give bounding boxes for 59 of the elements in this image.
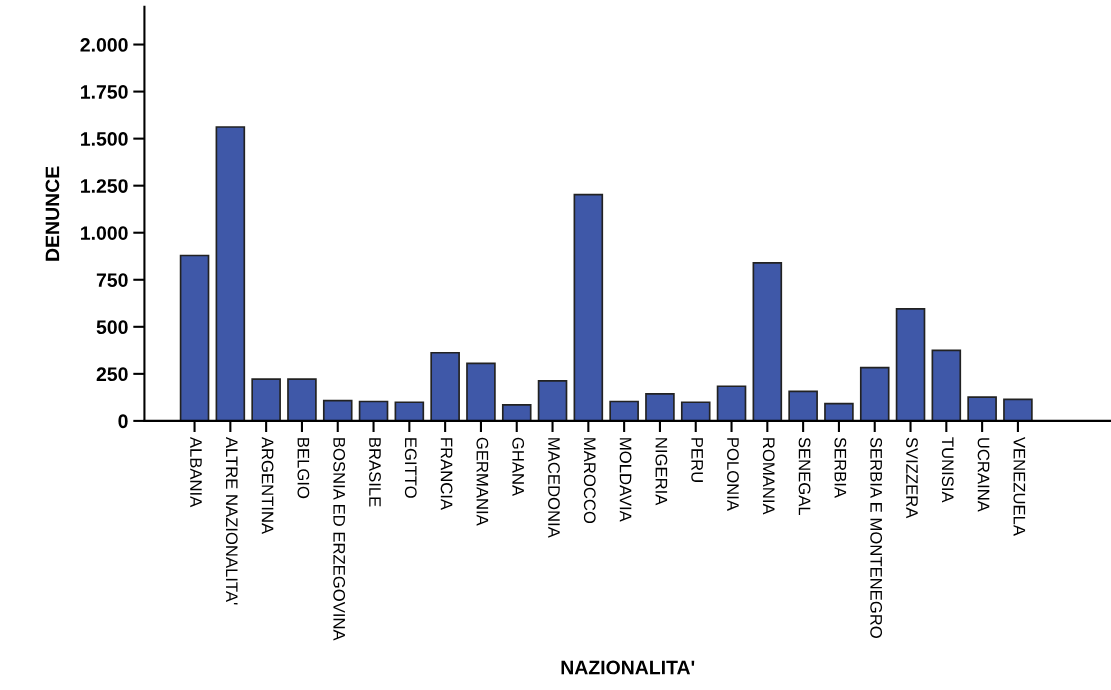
x-tick-label: MOLDAVIA xyxy=(619,438,632,522)
bar xyxy=(251,378,281,421)
y-axis-title: DENUNCE xyxy=(45,166,60,261)
x-tick-label: VENEZUELA xyxy=(1013,436,1026,536)
x-tick-label: NIGERIA xyxy=(655,438,668,506)
bar xyxy=(215,126,246,421)
x-tick-label: TUNISIA xyxy=(941,437,954,503)
x-tick-label: ALBANIA xyxy=(190,436,202,508)
y-tick-label: 1.250 xyxy=(81,179,128,193)
x-tick-label: SVIZZERA xyxy=(906,437,918,519)
y-tick-label: 1.500 xyxy=(81,132,128,146)
bar xyxy=(501,404,532,421)
y-tick-label: 500 xyxy=(96,320,128,335)
x-tick-label: MACEDONIA xyxy=(548,438,560,538)
bar xyxy=(573,193,604,421)
x-tick-label: ROMANIA xyxy=(762,438,775,515)
x-tick-label: ALTRE NAZIONALITA' xyxy=(225,436,238,605)
bar xyxy=(859,366,890,421)
x-tick-label: BELGIO xyxy=(297,438,310,499)
bar xyxy=(895,308,926,421)
bar xyxy=(931,349,962,421)
bar xyxy=(430,351,460,421)
y-tick-label: 250 xyxy=(96,367,128,382)
bar xyxy=(179,254,210,421)
bar xyxy=(466,362,496,421)
bar xyxy=(1003,398,1033,421)
x-tick-label: GERMANIA xyxy=(476,437,489,526)
y-tick-label: 750 xyxy=(96,273,128,287)
y-tick-label: 1.000 xyxy=(81,226,128,240)
x-tick-label: BRASILE xyxy=(369,438,381,507)
y-tick-label: 1.750 xyxy=(81,85,128,99)
x-tick-label: POLONIA xyxy=(727,438,739,511)
bar xyxy=(752,261,783,421)
x-tick-label: UCRAINA xyxy=(977,438,990,512)
bar xyxy=(609,400,639,421)
x-tick-label: FRANCIA xyxy=(440,438,453,510)
bar xyxy=(394,401,425,421)
bar xyxy=(537,379,568,421)
bar xyxy=(287,378,317,421)
x-tick-label: GHANA xyxy=(512,437,525,497)
x-tick-label: MAROCCO xyxy=(583,438,596,524)
x-tick-label: SERBIA xyxy=(834,437,847,498)
bar xyxy=(967,396,997,421)
bar xyxy=(322,399,353,421)
y-tick-label: 0 xyxy=(118,414,128,429)
x-tick-label: PERU xyxy=(691,438,703,482)
x-tick-label: BOSNIA ED ERZEGOVINA xyxy=(333,438,346,641)
x-tick-label: EGITTO xyxy=(404,438,417,498)
bar xyxy=(824,402,854,421)
bar xyxy=(358,400,389,421)
y-tick-label: 2.000 xyxy=(80,38,128,52)
bar xyxy=(645,392,675,421)
x-tick-label: SENEGAL xyxy=(798,437,811,516)
bar xyxy=(716,385,747,421)
x-tick-label: SERBIA E MONTENEGRO xyxy=(870,437,883,638)
x-tick-label: ARGENTINA xyxy=(261,436,274,535)
bar xyxy=(680,401,711,421)
bar xyxy=(788,390,818,421)
x-axis-title: NAZIONALITA' xyxy=(561,660,695,675)
